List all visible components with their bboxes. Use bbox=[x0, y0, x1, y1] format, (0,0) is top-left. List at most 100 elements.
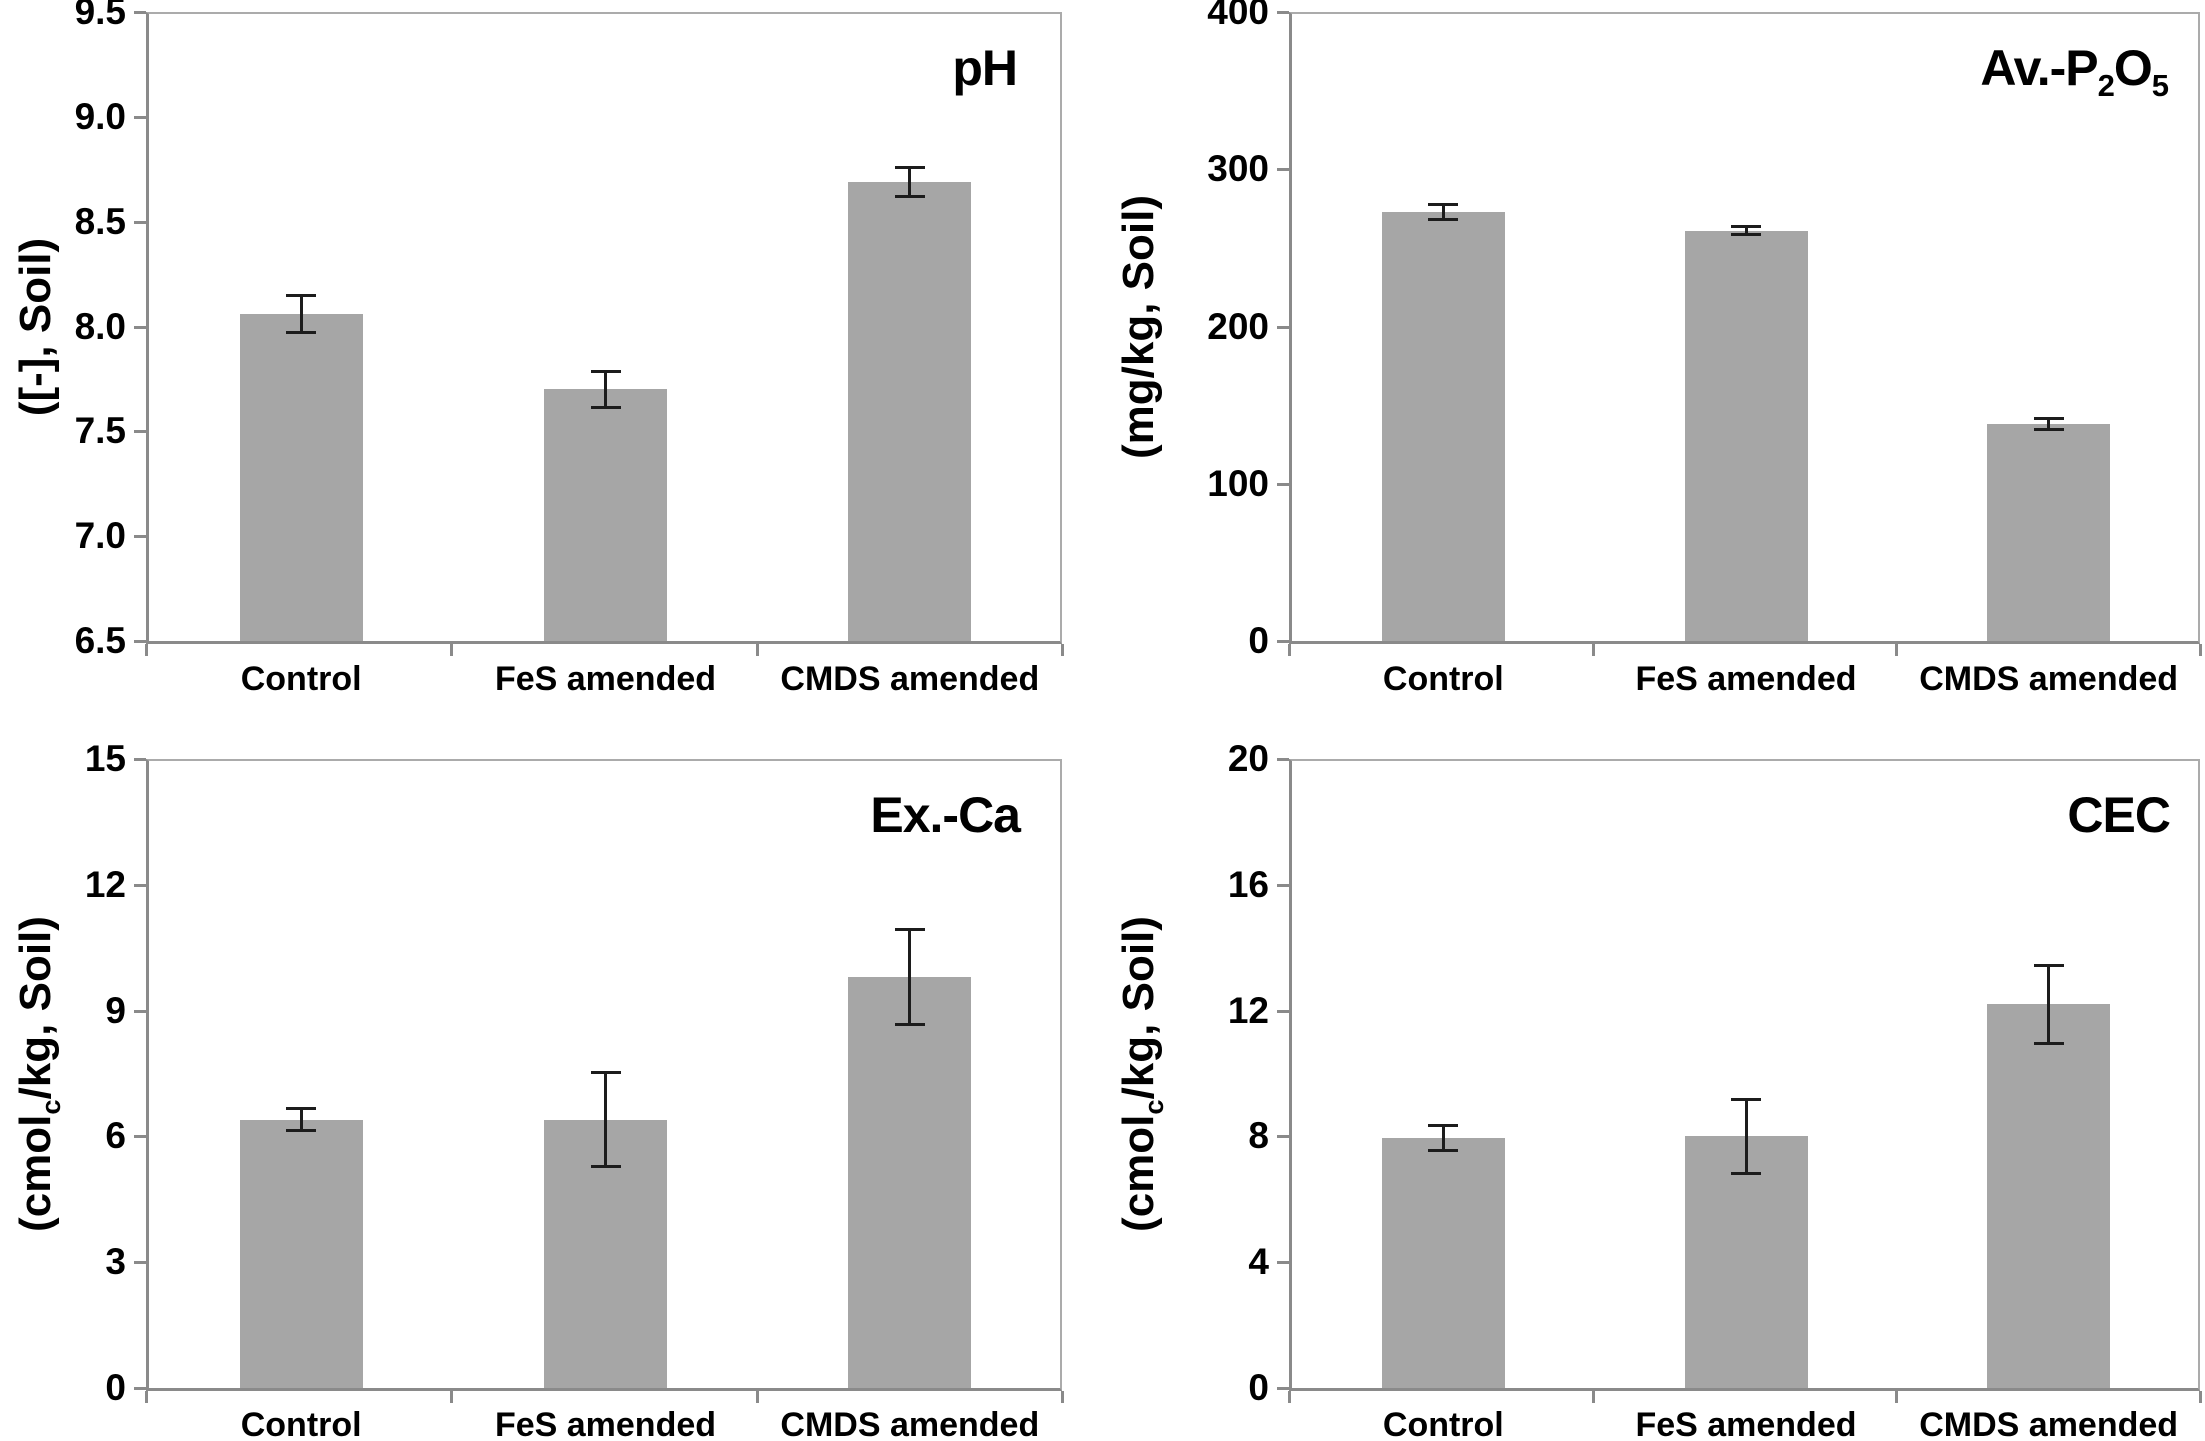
title-text: Ex.-Ca bbox=[870, 787, 1021, 843]
y-tick-label: 100 bbox=[1207, 462, 1269, 504]
y-tick-label: 15 bbox=[84, 738, 126, 779]
category-label: Control bbox=[240, 1406, 362, 1441]
y-tick-label: 7.5 bbox=[74, 410, 126, 452]
y-axis-title: (cmolc/kg, Soil) bbox=[1113, 724, 1169, 1424]
x-axis-tick bbox=[1895, 644, 1899, 656]
error-bar bbox=[299, 1108, 303, 1131]
y-tick-label: 12 bbox=[84, 863, 126, 905]
error-bar-cap-top bbox=[894, 166, 925, 170]
error-bar bbox=[299, 295, 303, 333]
error-bar bbox=[2047, 417, 2051, 431]
x-axis-tick bbox=[1288, 644, 1291, 656]
error-bar bbox=[2047, 964, 2051, 1044]
error-bar-cap-bottom bbox=[1428, 1148, 1459, 1152]
error-bar-cap-top bbox=[1428, 202, 1459, 206]
title-subscript: 2 bbox=[2097, 68, 2115, 103]
error-bar-cap-bottom bbox=[286, 1128, 317, 1132]
error-bar-cap-top bbox=[2033, 963, 2064, 967]
chart-panel-cec: 0 4 8 12 16 20 Control FeS amended CMDS amended C… bbox=[1103, 720, 2205, 1441]
error-bar-cap-top bbox=[2033, 416, 2064, 420]
bar-cmds-amended bbox=[1987, 423, 2111, 641]
chart-panel-p2o5: 0 100 200 300 400 Control FeS amended CMDS amen… bbox=[1103, 0, 2205, 720]
error-bar-cap-bottom bbox=[1731, 1172, 1761, 1176]
y-axis-tick bbox=[134, 325, 146, 329]
y-axis-tick bbox=[134, 1387, 146, 1390]
title-text: O bbox=[2113, 40, 2153, 96]
error-bar-cap-top bbox=[590, 369, 621, 373]
y-axis-tick bbox=[134, 430, 146, 434]
y-axis-tick bbox=[134, 11, 146, 14]
title-subscript: 5 bbox=[2151, 68, 2169, 103]
y-tick-label: 0 bbox=[105, 1367, 126, 1408]
y-axis-title: (mg/kg, Soil) bbox=[1113, 0, 1165, 677]
y-tick-label: 12 bbox=[1227, 989, 1269, 1031]
x-axis-tick bbox=[1591, 1391, 1595, 1403]
y-axis-tick bbox=[134, 220, 146, 224]
category-label: FeS amended bbox=[494, 660, 717, 698]
error-bar-cap-bottom bbox=[590, 1165, 621, 1168]
y-axis-tick bbox=[134, 1135, 146, 1139]
x-axis-tick bbox=[450, 1391, 454, 1403]
y-axis-tick bbox=[1277, 11, 1289, 14]
title-subscript: c bbox=[34, 1098, 66, 1115]
title-text: ([-], Soil) bbox=[11, 237, 60, 416]
x-axis-tick bbox=[2199, 644, 2202, 656]
title-text: CEC bbox=[2067, 787, 2171, 843]
error-bar-cap-top bbox=[894, 927, 925, 931]
y-tick-label: 6 bbox=[105, 1115, 126, 1157]
title-text: Av.-P bbox=[1980, 40, 2098, 96]
y-axis-title: ([-], Soil) bbox=[10, 0, 62, 677]
category-label: FeS amended bbox=[494, 1406, 717, 1441]
x-axis-tick bbox=[1061, 644, 1064, 656]
bar-fes-amended bbox=[1684, 230, 1808, 641]
category-label: CMDS amended bbox=[1919, 660, 2179, 698]
title-subscript: c bbox=[1137, 1098, 1169, 1115]
chart-panel-exca: 0 3 6 9 12 15 Control FeS amended CMDS amended Ex… bbox=[0, 720, 1102, 1441]
y-axis-tick bbox=[134, 883, 146, 887]
bar-control bbox=[239, 1119, 363, 1388]
title-text: (mg/kg, Soil) bbox=[1114, 194, 1163, 459]
error-bar bbox=[908, 928, 912, 1026]
y-tick-label: 6.5 bbox=[74, 620, 126, 661]
y-axis-tick bbox=[134, 1009, 146, 1013]
title-text: (cmol bbox=[1114, 1114, 1163, 1232]
y-tick-label: 3 bbox=[105, 1241, 126, 1283]
y-axis-title: (cmolc/kg, Soil) bbox=[10, 724, 66, 1424]
bar-control bbox=[239, 313, 363, 641]
x-axis-tick bbox=[1591, 644, 1595, 656]
error-bar bbox=[1744, 1098, 1748, 1175]
y-axis-tick bbox=[1277, 883, 1289, 887]
error-bar-cap-bottom bbox=[894, 194, 925, 198]
error-bar-cap-top bbox=[1731, 1097, 1761, 1101]
error-bar bbox=[604, 1072, 607, 1167]
y-tick-label: 4 bbox=[1248, 1241, 1269, 1283]
error-bar-cap-top bbox=[286, 294, 317, 298]
error-bar bbox=[604, 370, 607, 409]
y-axis-tick bbox=[1277, 1009, 1289, 1013]
y-tick-label: 9.0 bbox=[74, 95, 126, 137]
y-tick-label: 0 bbox=[1248, 620, 1269, 661]
y-axis-tick bbox=[134, 115, 146, 119]
x-axis-tick bbox=[145, 1391, 148, 1403]
y-axis-tick bbox=[1277, 640, 1289, 643]
y-tick-label: 9.5 bbox=[74, 0, 126, 32]
error-bar-cap-bottom bbox=[1731, 233, 1761, 237]
error-bar-cap-bottom bbox=[2033, 1041, 2064, 1045]
error-bar-cap-top bbox=[590, 1071, 621, 1075]
y-axis-tick bbox=[134, 535, 146, 539]
y-tick-label: 7.0 bbox=[74, 515, 126, 557]
error-bar bbox=[1441, 1125, 1445, 1151]
title-text: pH bbox=[952, 40, 1018, 96]
error-bar-cap-bottom bbox=[286, 330, 317, 334]
y-tick-label: 16 bbox=[1227, 863, 1269, 905]
y-axis-tick bbox=[1277, 168, 1289, 172]
error-bar-cap-top bbox=[1731, 224, 1761, 228]
error-bar bbox=[908, 167, 912, 197]
y-tick-label: 400 bbox=[1207, 0, 1269, 32]
error-bar-cap-top bbox=[286, 1107, 317, 1111]
y-tick-label: 20 bbox=[1227, 738, 1269, 779]
bar-fes-amended bbox=[544, 389, 667, 641]
error-bar-cap-bottom bbox=[2033, 428, 2064, 432]
bar-cmds-amended bbox=[848, 181, 972, 641]
